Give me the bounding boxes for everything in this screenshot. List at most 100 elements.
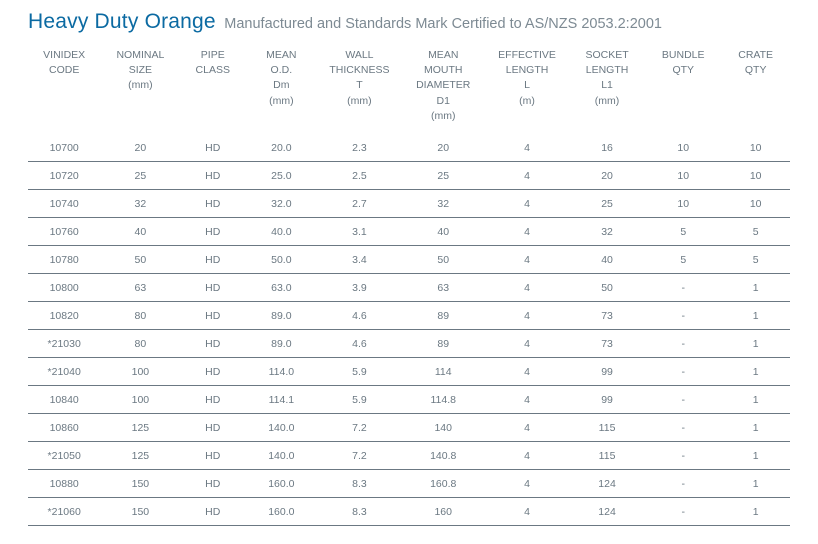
col-header: NOMINALSIZE(mm) — [100, 46, 180, 134]
table-cell: 114.8 — [401, 386, 485, 414]
table-cell: 4 — [485, 358, 569, 386]
table-cell: 4 — [485, 302, 569, 330]
table-cell: 5 — [721, 246, 790, 274]
table-cell: 3.4 — [318, 246, 402, 274]
table-cell: 20.0 — [245, 134, 317, 162]
col-header: CRATEQTY — [721, 46, 790, 134]
table-cell: 124 — [569, 470, 645, 498]
table-cell: 4 — [485, 386, 569, 414]
table-cell: 114.0 — [245, 358, 317, 386]
title-main: Heavy Duty Orange — [28, 10, 216, 33]
col-header: BUNDLEQTY — [645, 46, 721, 134]
table-cell: 89 — [401, 330, 485, 358]
col-header: WALLTHICKNESST(mm) — [318, 46, 402, 134]
table-cell: 5 — [721, 218, 790, 246]
table-row: 1080063HD63.03.963450-1 — [28, 274, 790, 302]
table-cell: 1 — [721, 302, 790, 330]
table-cell: 1 — [721, 498, 790, 526]
table-cell: 10800 — [28, 274, 100, 302]
spec-table: VINIDEXCODENOMINALSIZE(mm)PIPECLASSMEANO… — [28, 46, 790, 526]
table-cell: 32 — [100, 190, 180, 218]
table-row: 1078050HD50.03.45044055 — [28, 246, 790, 274]
table-cell: - — [645, 414, 721, 442]
col-header: EFFECTIVELENGTHL(m) — [485, 46, 569, 134]
table-cell: HD — [180, 442, 245, 470]
table-cell: 4 — [485, 162, 569, 190]
table-cell: 2.3 — [318, 134, 402, 162]
table-row: 10860125HD140.07.21404115-1 — [28, 414, 790, 442]
table-cell: 160.8 — [401, 470, 485, 498]
table-cell: 10 — [721, 162, 790, 190]
table-cell: 10700 — [28, 134, 100, 162]
table-cell: 63 — [401, 274, 485, 302]
col-header: MEANMOUTHDIAMETERD1(mm) — [401, 46, 485, 134]
table-cell: 4 — [485, 134, 569, 162]
table-cell: 89.0 — [245, 302, 317, 330]
table-cell: 20 — [100, 134, 180, 162]
table-row: *21060150HD160.08.31604124-1 — [28, 498, 790, 526]
table-cell: 1 — [721, 470, 790, 498]
table-cell: 40 — [401, 218, 485, 246]
table-row: 1072025HD25.02.5254201010 — [28, 162, 790, 190]
table-cell: *21030 — [28, 330, 100, 358]
table-cell: *21060 — [28, 498, 100, 526]
table-cell: HD — [180, 498, 245, 526]
table-cell: - — [645, 330, 721, 358]
table-cell: 125 — [100, 442, 180, 470]
table-cell: 10740 — [28, 190, 100, 218]
table-cell: *21050 — [28, 442, 100, 470]
table-cell: 50.0 — [245, 246, 317, 274]
table-cell: 10780 — [28, 246, 100, 274]
table-cell: 115 — [569, 414, 645, 442]
table-row: 1082080HD89.04.689473-1 — [28, 302, 790, 330]
table-cell: HD — [180, 386, 245, 414]
table-cell: 32 — [401, 190, 485, 218]
table-cell: - — [645, 498, 721, 526]
table-cell: 50 — [100, 246, 180, 274]
table-cell: 10 — [645, 134, 721, 162]
table-cell: 40.0 — [245, 218, 317, 246]
table-cell: 63.0 — [245, 274, 317, 302]
table-cell: 4 — [485, 442, 569, 470]
table-cell: 1 — [721, 274, 790, 302]
col-header: VINIDEXCODE — [28, 46, 100, 134]
table-cell: 73 — [569, 302, 645, 330]
table-cell: 10840 — [28, 386, 100, 414]
table-cell: 40 — [100, 218, 180, 246]
table-cell: HD — [180, 358, 245, 386]
table-head: VINIDEXCODENOMINALSIZE(mm)PIPECLASSMEANO… — [28, 46, 790, 134]
table-cell: HD — [180, 190, 245, 218]
table-cell: 25 — [401, 162, 485, 190]
table-cell: 99 — [569, 386, 645, 414]
table-cell: *21040 — [28, 358, 100, 386]
page-title-row: Heavy Duty Orange Manufactured and Stand… — [28, 10, 790, 34]
table-cell: 2.5 — [318, 162, 402, 190]
table-cell: 80 — [100, 302, 180, 330]
table-cell: 20 — [401, 134, 485, 162]
table-cell: HD — [180, 246, 245, 274]
table-cell: 32.0 — [245, 190, 317, 218]
table-cell: 150 — [100, 470, 180, 498]
table-cell: 99 — [569, 358, 645, 386]
table-cell: 160.0 — [245, 498, 317, 526]
table-cell: HD — [180, 470, 245, 498]
table-row: 1076040HD40.03.14043255 — [28, 218, 790, 246]
table-cell: 140.8 — [401, 442, 485, 470]
table-cell: 5.9 — [318, 386, 402, 414]
table-cell: 89.0 — [245, 330, 317, 358]
table-cell: 1 — [721, 386, 790, 414]
table-cell: - — [645, 358, 721, 386]
table-cell: 5 — [645, 246, 721, 274]
table-cell: 124 — [569, 498, 645, 526]
table-cell: - — [645, 274, 721, 302]
table-cell: 4.6 — [318, 330, 402, 358]
table-cell: 160.0 — [245, 470, 317, 498]
table-cell: 4.6 — [318, 302, 402, 330]
col-header: PIPECLASS — [180, 46, 245, 134]
table-cell: 25 — [100, 162, 180, 190]
table-cell: 115 — [569, 442, 645, 470]
table-row: 10840100HD114.15.9114.8499-1 — [28, 386, 790, 414]
table-cell: 10 — [721, 190, 790, 218]
table-cell: 10860 — [28, 414, 100, 442]
table-cell: 80 — [100, 330, 180, 358]
